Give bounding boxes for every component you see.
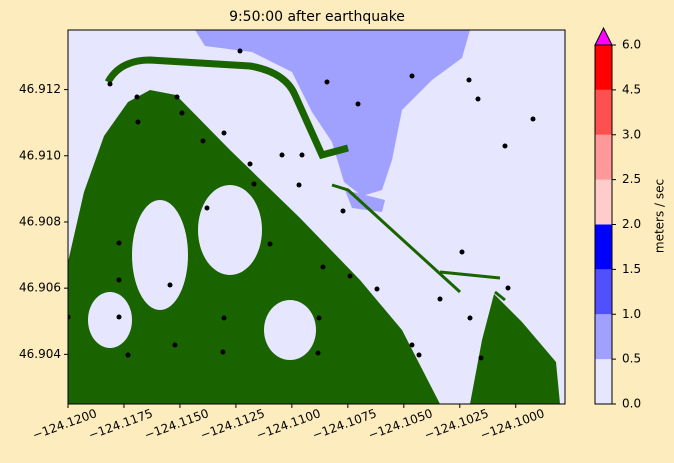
colorbar-tick-label: 0.5 bbox=[622, 352, 641, 366]
map-layer bbox=[68, 30, 560, 404]
interior-water bbox=[132, 200, 188, 310]
colorbar-bin bbox=[595, 134, 612, 180]
colorbar-tick-label: 1.0 bbox=[622, 307, 641, 321]
x-tick-label: −124.1000 bbox=[478, 406, 546, 442]
colorbar-tick-label: 3.0 bbox=[622, 127, 641, 141]
colorbar-tick-label: 4.5 bbox=[622, 82, 641, 96]
colorbar-tick-label: 2.0 bbox=[622, 217, 641, 231]
jetty bbox=[331, 183, 506, 302]
interior-water bbox=[88, 292, 132, 348]
y-tick-label: 46.910 bbox=[19, 148, 61, 162]
y-tick-label: 46.908 bbox=[19, 214, 61, 228]
colorbar-tick-label: 6.0 bbox=[622, 38, 641, 52]
colorbar-tick-label: 2.5 bbox=[622, 172, 641, 186]
chart-title: 9:50:00 after earthquake bbox=[229, 9, 405, 25]
y-tick-label: 46.906 bbox=[19, 281, 61, 295]
colorbar-label: meters / sec bbox=[653, 179, 667, 253]
water-fast bbox=[195, 30, 470, 196]
land bbox=[470, 294, 560, 404]
plot-frame bbox=[67, 29, 566, 405]
colorbar-bin bbox=[595, 89, 612, 135]
colorbar-tick-label: 1.5 bbox=[622, 262, 641, 276]
colorbar-bin bbox=[595, 359, 612, 404]
colorbar-bin bbox=[595, 224, 612, 270]
colorbar-bin bbox=[595, 45, 612, 90]
y-tick-label: 46.904 bbox=[19, 347, 61, 361]
colorbar-extend bbox=[594, 26, 613, 46]
y-tick-label: 46.912 bbox=[19, 82, 61, 96]
colorbar-tick-label: 0.0 bbox=[622, 397, 641, 411]
breakwater bbox=[104, 56, 349, 160]
interior-water bbox=[264, 300, 316, 360]
particles bbox=[68, 48, 536, 361]
colorbar-bin bbox=[595, 314, 612, 360]
colorbar-bin bbox=[595, 179, 612, 225]
colorbar-bin bbox=[595, 269, 612, 315]
interior-water bbox=[198, 185, 262, 275]
